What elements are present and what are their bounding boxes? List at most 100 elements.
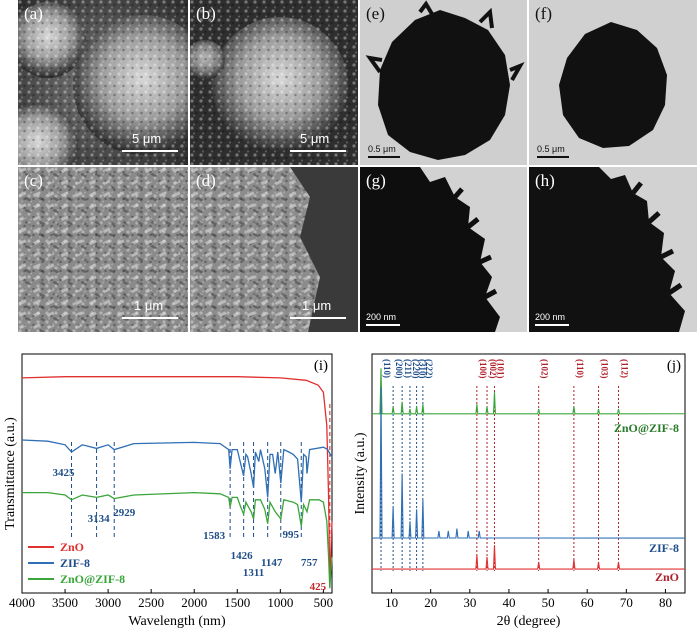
ftir-annotation-label: 3425 — [53, 467, 76, 479]
panel-label-h: (h) — [535, 171, 555, 190]
xrd-series-label: ZnO — [655, 570, 679, 584]
tem-image-h: (h) 200 nm — [529, 167, 697, 332]
xrd-x-tick-label: 50 — [542, 595, 555, 610]
tem-image-h-content — [529, 167, 697, 332]
ftir-legend-label: ZIF-8 — [60, 556, 90, 570]
xrd-x-axis-label: 2θ (degree) — [497, 614, 561, 629]
ftir-annotation-label: 995 — [283, 529, 300, 541]
panel-label-g: (g) — [366, 171, 386, 190]
ftir-annotation-label: 425 — [310, 581, 327, 593]
ftir-x-tick-label: 2000 — [181, 595, 207, 610]
ftir-legend-label: ZnO — [60, 540, 84, 554]
xrd-panel-label: (j) — [667, 358, 681, 374]
sem-image-d: (d) 1 μm — [190, 167, 358, 332]
xrd-x-tick-label: 40 — [502, 595, 515, 610]
sem-image-b: (b) 5 μm — [190, 0, 358, 165]
tem-image-g-content — [360, 167, 527, 332]
panel-label-d: (d) — [196, 171, 216, 190]
xrd-hkl-label: (200) — [394, 359, 404, 379]
panel-label-c: (c) — [24, 171, 43, 190]
ftir-series-zno-zif-8 — [22, 491, 333, 589]
xrd-x-tick-label: 80 — [659, 595, 672, 610]
sem-image-d-content — [190, 167, 358, 332]
xrd-hkl-label: (112) — [619, 359, 629, 378]
xrd-hkl-label: (101) — [495, 359, 505, 379]
sem-image-c-content — [18, 167, 188, 332]
ftir-x-tick-label: 500 — [314, 595, 334, 610]
xrd-y-axis-label: Intensity (a.u.) — [353, 432, 368, 514]
scale-bar-g — [366, 324, 400, 326]
xrd-hkl-label: (110) — [382, 359, 392, 378]
xrd-hkl-label: (211) — [403, 359, 413, 378]
xrd-hkl-label: (002) — [488, 359, 498, 379]
ftir-legend-label: ZnO@ZIF-8 — [60, 572, 125, 586]
xrd-series-zif-8 — [371, 387, 686, 539]
scale-label-h: 200 nm — [535, 312, 566, 322]
scale-label-c: 1 μm — [134, 298, 164, 313]
ftir-chart: 4000 3500 3000 2500 2000 1500 1000 500 Wavelengt… — [3, 353, 334, 629]
xrd-plot-frame — [371, 353, 686, 594]
xrd-hkl-label: (102) — [540, 359, 550, 379]
xrd-hkl-label: (103) — [600, 359, 610, 379]
scale-bar-h — [535, 324, 569, 326]
sem-image-b-content — [190, 0, 358, 165]
ftir-x-tick-label: 2500 — [138, 595, 164, 610]
xrd-hkl-label: (110) — [575, 359, 585, 378]
xrd-x-tick-label: 70 — [620, 595, 633, 610]
ftir-x-tick-label: 1000 — [267, 595, 293, 610]
sem-image-a-content — [18, 0, 188, 165]
ftir-annotation-label: 1426 — [231, 550, 254, 562]
xrd-hkl-label: (310) — [418, 359, 428, 379]
panel-label-a: (a) — [24, 4, 43, 23]
ftir-annotation-label: 2929 — [113, 507, 136, 519]
xrd-x-tick-label: 30 — [463, 595, 476, 610]
scale-bar-e — [368, 156, 400, 158]
scale-label-g: 200 nm — [366, 312, 397, 322]
ftir-annotation-label: 1311 — [243, 567, 264, 579]
tem-image-f-content — [529, 0, 697, 165]
ftir-annotation-label: 1583 — [203, 530, 226, 542]
ftir-annotation-label: 3134 — [88, 513, 111, 525]
xrd-chart: 10 20 30 40 50 60 70 80 2θ (degree) Intensity (a.… — [353, 353, 686, 629]
scale-bar-c — [122, 317, 178, 319]
tem-image-e: (e) 0.5 μm — [360, 0, 527, 165]
ftir-series-zno — [21, 376, 333, 584]
scale-label-e: 0.5 μm — [368, 144, 396, 154]
scale-label-b: 5 μm — [300, 131, 330, 146]
panel-label-e: (e) — [366, 4, 385, 23]
tem-image-e-content — [360, 0, 527, 165]
xrd-series-label: ZnO@ZIF-8 — [614, 421, 679, 435]
ftir-x-tick-label: 3500 — [52, 595, 78, 610]
scale-bar-b — [290, 150, 346, 152]
scale-bar-f — [537, 156, 569, 158]
scale-bar-a — [122, 150, 178, 152]
xrd-hkl-label: (220) — [411, 359, 421, 379]
ftir-y-axis-label: Transmittance (a.u.) — [3, 417, 18, 530]
scale-label-a: 5 μm — [132, 131, 162, 146]
panel-label-f: (f) — [535, 4, 552, 23]
ftir-x-tick-label: 3000 — [95, 595, 121, 610]
xrd-hkl-label: (100) — [478, 359, 488, 379]
xrd-series-label: ZIF-8 — [649, 541, 679, 555]
ftir-series-zif-8 — [21, 439, 333, 503]
sem-image-c: (c) 1 μm — [18, 167, 188, 332]
tem-image-f: (f) 0.5 μm — [529, 0, 697, 165]
xrd-x-tick-label: 60 — [581, 595, 594, 610]
ftir-x-tick-label: 4000 — [9, 595, 35, 610]
ftir-x-tick-label: 1500 — [224, 595, 250, 610]
ftir-x-axis-label: Wavelength (nm) — [128, 614, 226, 629]
panel-label-b: (b) — [196, 4, 216, 23]
scale-label-f: 0.5 μm — [537, 144, 565, 154]
scale-bar-d — [290, 317, 346, 319]
xrd-x-tick-label: 10 — [385, 595, 398, 610]
ftir-panel-label: (i) — [314, 358, 328, 374]
tem-image-g: (g) 200 nm — [360, 167, 527, 332]
xrd-x-tick-label: 20 — [424, 595, 437, 610]
ftir-plot-frame — [21, 353, 333, 594]
xrd-series-zno — [372, 545, 685, 570]
scale-label-d: 1 μm — [302, 298, 332, 313]
sem-image-a: (a) 5 μm — [18, 0, 188, 165]
ftir-annotation-label: 757 — [301, 557, 318, 569]
xrd-series-zno-zif-8 — [371, 368, 686, 415]
xrd-hkl-label: (222) — [424, 359, 434, 379]
